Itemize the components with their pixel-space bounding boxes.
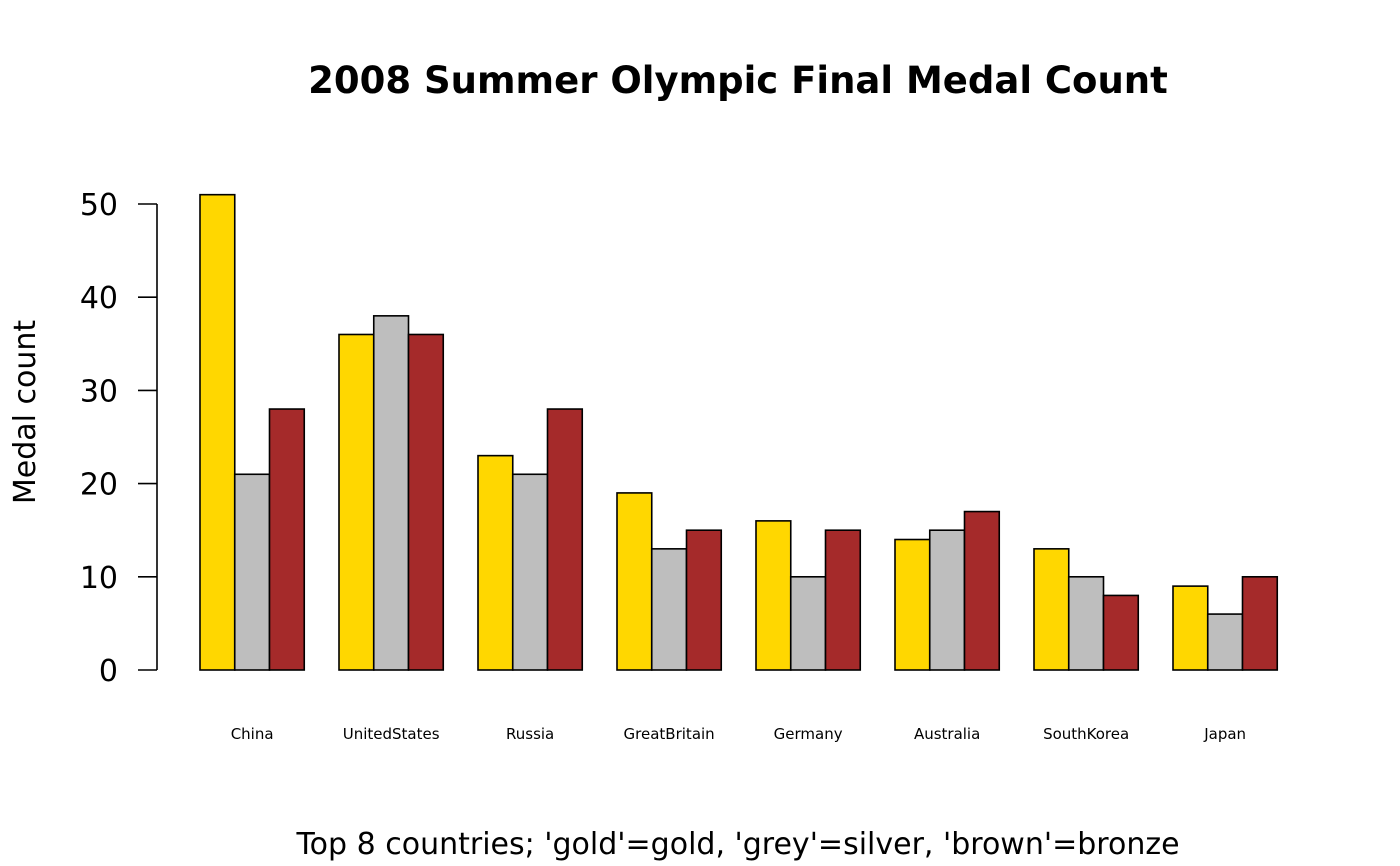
bar-Russia-0: [477, 454, 514, 671]
bar-Germany-2: [824, 529, 862, 671]
bar-UnitedStates-2: [407, 333, 445, 671]
y-tick-label: 50: [80, 188, 118, 223]
bar-China-2: [268, 408, 306, 671]
bars: [199, 193, 1279, 671]
bar-GreatBritain-1: [650, 548, 688, 671]
bar-UnitedStates-1: [372, 315, 410, 671]
bar-Australia-1: [928, 529, 966, 671]
bar-China-1: [233, 473, 271, 671]
category-label: China: [231, 725, 274, 743]
category-label: GreatBritain: [624, 725, 715, 743]
bar-UnitedStates-0: [338, 333, 375, 671]
y-tick-label: 0: [99, 654, 118, 689]
bar-Japan-0: [1172, 585, 1209, 671]
category-label: Australia: [914, 725, 980, 743]
bar-GreatBritain-2: [685, 529, 723, 671]
y-axis-label: Medal count: [8, 320, 43, 505]
category-label: Japan: [1203, 725, 1246, 743]
bar-China-0: [199, 193, 236, 671]
bar-SouthKorea-2: [1102, 594, 1140, 671]
bar-Germany-1: [789, 575, 827, 671]
bar-SouthKorea-0: [1033, 548, 1070, 671]
bar-Germany-0: [755, 520, 792, 671]
y-axis: 0 10 20 30 40 50: [80, 188, 158, 689]
category-label: SouthKorea: [1043, 725, 1129, 743]
bar-Australia-0: [894, 538, 931, 671]
y-tick-label: 20: [80, 468, 118, 503]
category-label: UnitedStates: [343, 725, 440, 743]
category-label: Russia: [506, 725, 554, 743]
category-labels: China UnitedStates Russia GreatBritain Germa…: [231, 725, 1246, 743]
bar-Australia-2: [963, 510, 1001, 671]
bar-Russia-1: [511, 473, 549, 671]
y-tick-label: 10: [80, 561, 118, 596]
bar-SouthKorea-1: [1067, 575, 1105, 671]
y-tick-label: 30: [80, 374, 118, 409]
bar-Japan-1: [1206, 613, 1244, 671]
y-tick-label: 40: [80, 281, 118, 316]
category-label: Germany: [774, 725, 843, 743]
chart-title: 2008 Summer Olympic Final Medal Count: [308, 59, 1168, 102]
bar-Russia-2: [546, 408, 584, 671]
bar-GreatBritain-0: [616, 492, 653, 671]
x-axis-label: Top 8 countries; 'gold'=gold, 'grey'=sil…: [295, 827, 1179, 862]
bar-Japan-2: [1241, 575, 1279, 671]
